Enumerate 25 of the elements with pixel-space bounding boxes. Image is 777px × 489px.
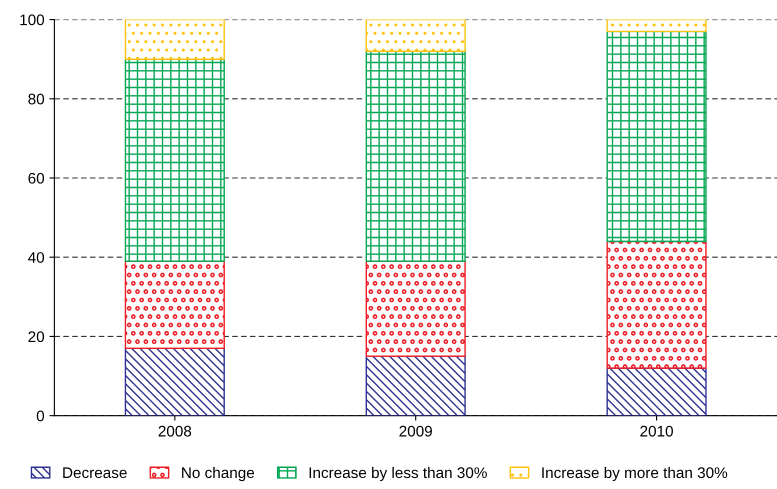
y-tick-label: 0 [36,410,44,422]
y-tick-label: 20 [28,331,44,342]
bar [366,260,466,357]
x-tick-label: 2010 [640,426,673,437]
bar [606,30,707,242]
legend-label: Decrease [63,467,127,478]
y-tick-label: 100 [20,14,44,26]
legend-label: Increase by more than 30% [542,466,728,482]
bar [366,356,466,416]
bar [124,260,225,350]
legend-label: Increase by less than 30% [310,466,487,482]
bar [366,20,466,52]
bar [606,20,707,32]
y-tick-label: 80 [28,94,44,104]
bar [606,240,707,369]
x-tick-label: 2009 [399,426,432,437]
y-tick-label: 40 [28,252,44,263]
bar [366,50,466,262]
bar [124,348,225,416]
x-tick-label: 2008 [158,426,192,437]
bar [606,367,707,416]
bar [124,20,225,60]
y-tick-label: 60 [28,172,44,184]
legend-label: No change [182,466,254,482]
bar [124,58,225,262]
